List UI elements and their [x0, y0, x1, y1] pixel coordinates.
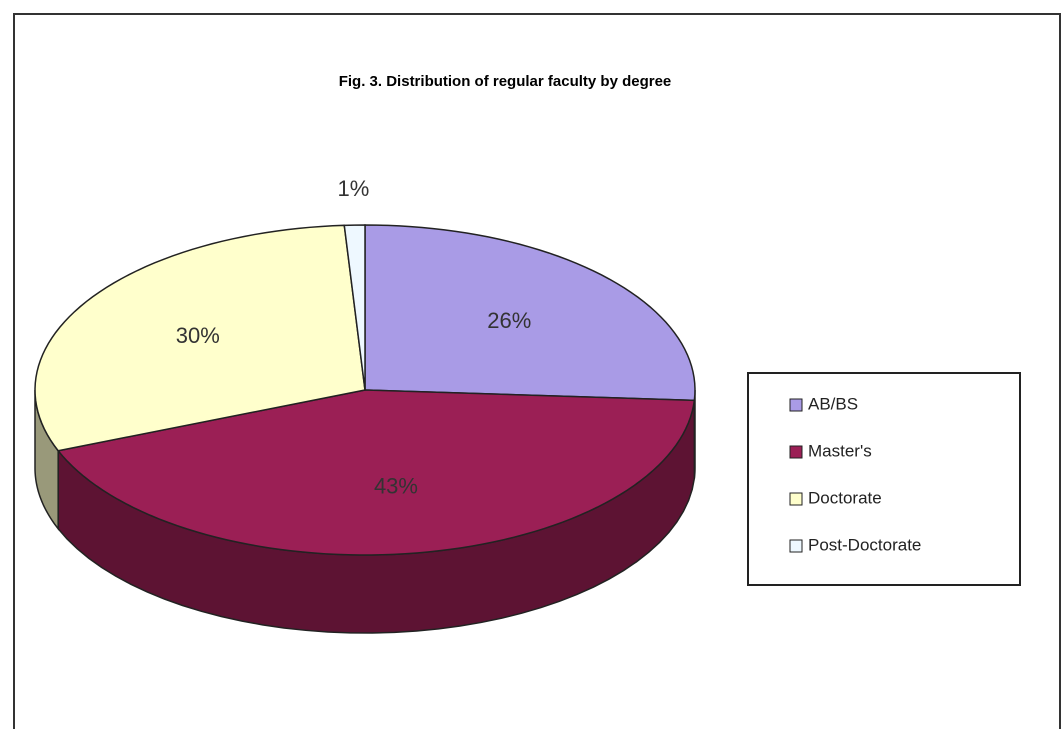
data-label: 1%: [337, 176, 369, 201]
legend-swatch: [789, 445, 803, 459]
slice: [343, 224, 366, 391]
slice: [364, 224, 696, 402]
legend-swatch: [789, 539, 803, 553]
slice: [34, 224, 366, 452]
data-label: 30%: [176, 323, 220, 348]
data-label: 43%: [374, 474, 418, 499]
legend-label: AB/BS: [808, 394, 858, 413]
legend-label: Post-Doctorate: [808, 535, 921, 554]
legend-label: Doctorate: [808, 488, 882, 507]
chart-title: Fig. 3. Distribution of regular faculty …: [339, 73, 672, 90]
legend-swatch: [789, 398, 803, 412]
legend-swatch: [789, 492, 803, 506]
legend-label: Master's: [808, 441, 872, 460]
slice: [56, 389, 696, 556]
data-label: 26%: [487, 308, 531, 333]
